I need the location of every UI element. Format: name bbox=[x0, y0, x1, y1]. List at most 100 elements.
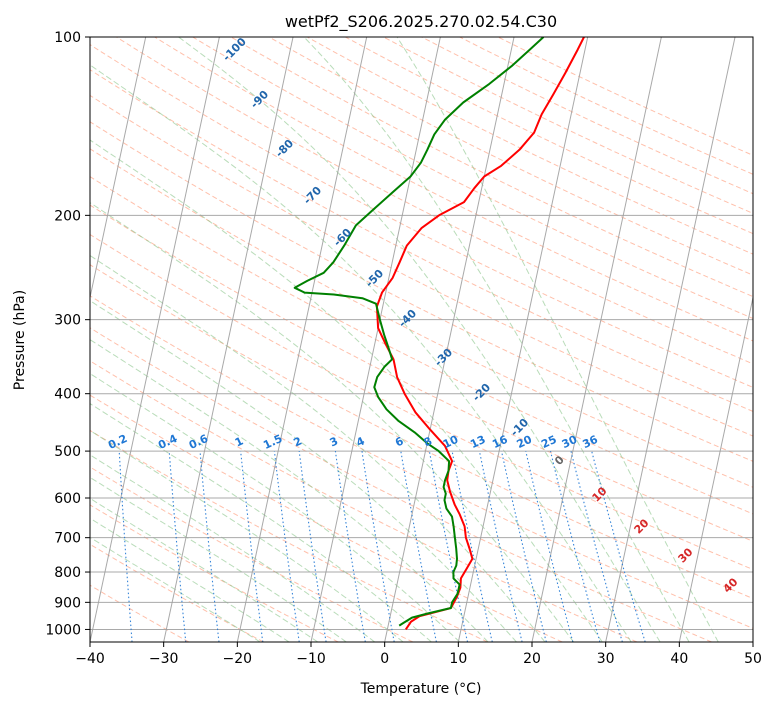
mixing-ratio-line bbox=[273, 451, 300, 642]
dry-adiabat bbox=[497, 37, 753, 156]
dewpoint-line bbox=[293, 37, 545, 627]
moist-adiabat bbox=[303, 37, 690, 642]
x-axis-label: Temperature (°C) bbox=[360, 681, 482, 697]
isotherm bbox=[310, 37, 441, 642]
dry-adiabat bbox=[306, 37, 753, 255]
moist-adiabat bbox=[90, 429, 404, 642]
dry-adiabat bbox=[459, 37, 753, 175]
mixing-ratio-label: 2 bbox=[292, 434, 304, 449]
dry-adiabat bbox=[90, 584, 190, 642]
moist-adiabat bbox=[90, 497, 319, 642]
x-tick-label: 40 bbox=[670, 651, 688, 667]
y-tick-label: 200 bbox=[54, 208, 81, 224]
y-tick-label: 800 bbox=[54, 565, 81, 581]
mixing-ratio-line bbox=[478, 450, 523, 642]
dry-adiabat bbox=[90, 94, 753, 437]
isotherm bbox=[384, 37, 515, 642]
moist-adiabat bbox=[178, 37, 661, 642]
mixing-ratio-line bbox=[549, 450, 601, 642]
mixing-ratio-label: 0.6 bbox=[187, 432, 210, 452]
mixing-ratio-label: 13 bbox=[468, 433, 487, 451]
dry-adiabat bbox=[90, 44, 753, 388]
mixing-ratio-label: 10 bbox=[441, 433, 461, 451]
x-tick-label: 30 bbox=[597, 651, 615, 667]
x-tick-label: 20 bbox=[523, 651, 541, 667]
y-tick-label: 300 bbox=[54, 313, 81, 329]
isotherm bbox=[678, 295, 753, 642]
mixing-ratio-label: 0.2 bbox=[106, 432, 129, 452]
mixing-ratio-label: 25 bbox=[539, 433, 558, 451]
x-tick-label: 10 bbox=[449, 651, 467, 667]
y-tick-label: 600 bbox=[54, 491, 81, 507]
mixing-ratio-label: 36 bbox=[581, 433, 601, 451]
adiabat-label: 30 bbox=[676, 545, 696, 565]
temperature-line bbox=[375, 37, 585, 630]
y-tick-label: 500 bbox=[54, 444, 81, 460]
isotherm bbox=[236, 37, 368, 642]
mixing-ratio-label: 4 bbox=[354, 434, 367, 449]
moist-adiabat bbox=[90, 339, 489, 642]
y-tick-label: 1000 bbox=[45, 622, 81, 638]
moist-adiabat bbox=[90, 64, 632, 642]
mixing-ratio-line bbox=[428, 451, 469, 642]
moist-adiabat bbox=[396, 37, 719, 642]
y-axis-label: Pressure (hPa) bbox=[12, 290, 28, 390]
adiabat-label: -100 bbox=[220, 35, 249, 64]
isotherm bbox=[457, 37, 589, 642]
mixing-ratio-label: 16 bbox=[490, 433, 510, 451]
dry-adiabat bbox=[421, 37, 753, 195]
moist-adiabat bbox=[90, 139, 603, 642]
dry-adiabat bbox=[90, 69, 753, 412]
dry-adiabat bbox=[90, 264, 753, 600]
dry-adiabat bbox=[90, 543, 264, 642]
x-tick-label: −40 bbox=[75, 651, 105, 667]
x-tick-label: −10 bbox=[296, 651, 326, 667]
y-tick-label: 100 bbox=[54, 30, 81, 46]
y-tick-label: 900 bbox=[54, 595, 81, 611]
dry-adiabat bbox=[90, 233, 753, 570]
dry-adiabat bbox=[90, 204, 753, 542]
isotherm bbox=[90, 37, 147, 300]
mixing-ratio-line bbox=[570, 450, 623, 642]
isotherm bbox=[163, 37, 294, 642]
mixing-ratio-line bbox=[199, 451, 220, 642]
isotherm bbox=[531, 37, 662, 642]
adiabat-label: 10 bbox=[590, 484, 610, 504]
moist-adiabat bbox=[90, 403, 432, 642]
moist-adiabat bbox=[90, 372, 461, 642]
moist-adiabat bbox=[90, 254, 546, 642]
adiabat-label: -30 bbox=[432, 346, 455, 369]
dry-adiabat bbox=[90, 360, 638, 642]
dry-adiabat bbox=[90, 327, 712, 642]
mixing-ratio-label: 1 bbox=[233, 434, 245, 449]
dry-adiabat bbox=[230, 37, 753, 298]
mixing-ratio-line bbox=[400, 451, 437, 642]
adiabat-label: 20 bbox=[632, 516, 652, 536]
adiabat-label: -50 bbox=[363, 267, 386, 290]
background-reference-lines bbox=[90, 37, 753, 642]
mixing-ratio-label: 0.4 bbox=[156, 432, 179, 452]
adiabat-label: -20 bbox=[470, 381, 493, 404]
dry-adiabat bbox=[116, 37, 753, 365]
axis-ticks: −40 −30 −20 −10 0 10 20 30 40 5010020030040050060… bbox=[45, 30, 762, 667]
isotherm bbox=[752, 639, 753, 642]
mixing-ratio-line bbox=[168, 451, 187, 642]
adiabat-label: 0 bbox=[552, 453, 567, 468]
moist-adiabat bbox=[90, 517, 290, 642]
mixing-ratio-label: 6 bbox=[393, 434, 406, 449]
dry-adiabat bbox=[90, 176, 753, 515]
x-tick-label: 50 bbox=[744, 651, 762, 667]
mixing-ratio-line bbox=[298, 451, 327, 642]
mixing-ratio-line bbox=[591, 450, 646, 642]
moist-adiabat bbox=[90, 454, 376, 642]
moist-adiabat bbox=[90, 536, 261, 642]
mixing-ratio-line bbox=[451, 450, 493, 642]
mixing-ratio-label: 30 bbox=[560, 433, 580, 451]
dry-adiabat bbox=[90, 394, 563, 642]
dry-adiabat bbox=[90, 466, 414, 642]
plot-frame bbox=[89, 36, 754, 643]
mixing-ratio-line bbox=[334, 451, 366, 642]
x-tick-label: −30 bbox=[149, 651, 179, 667]
isotherm bbox=[90, 37, 220, 642]
